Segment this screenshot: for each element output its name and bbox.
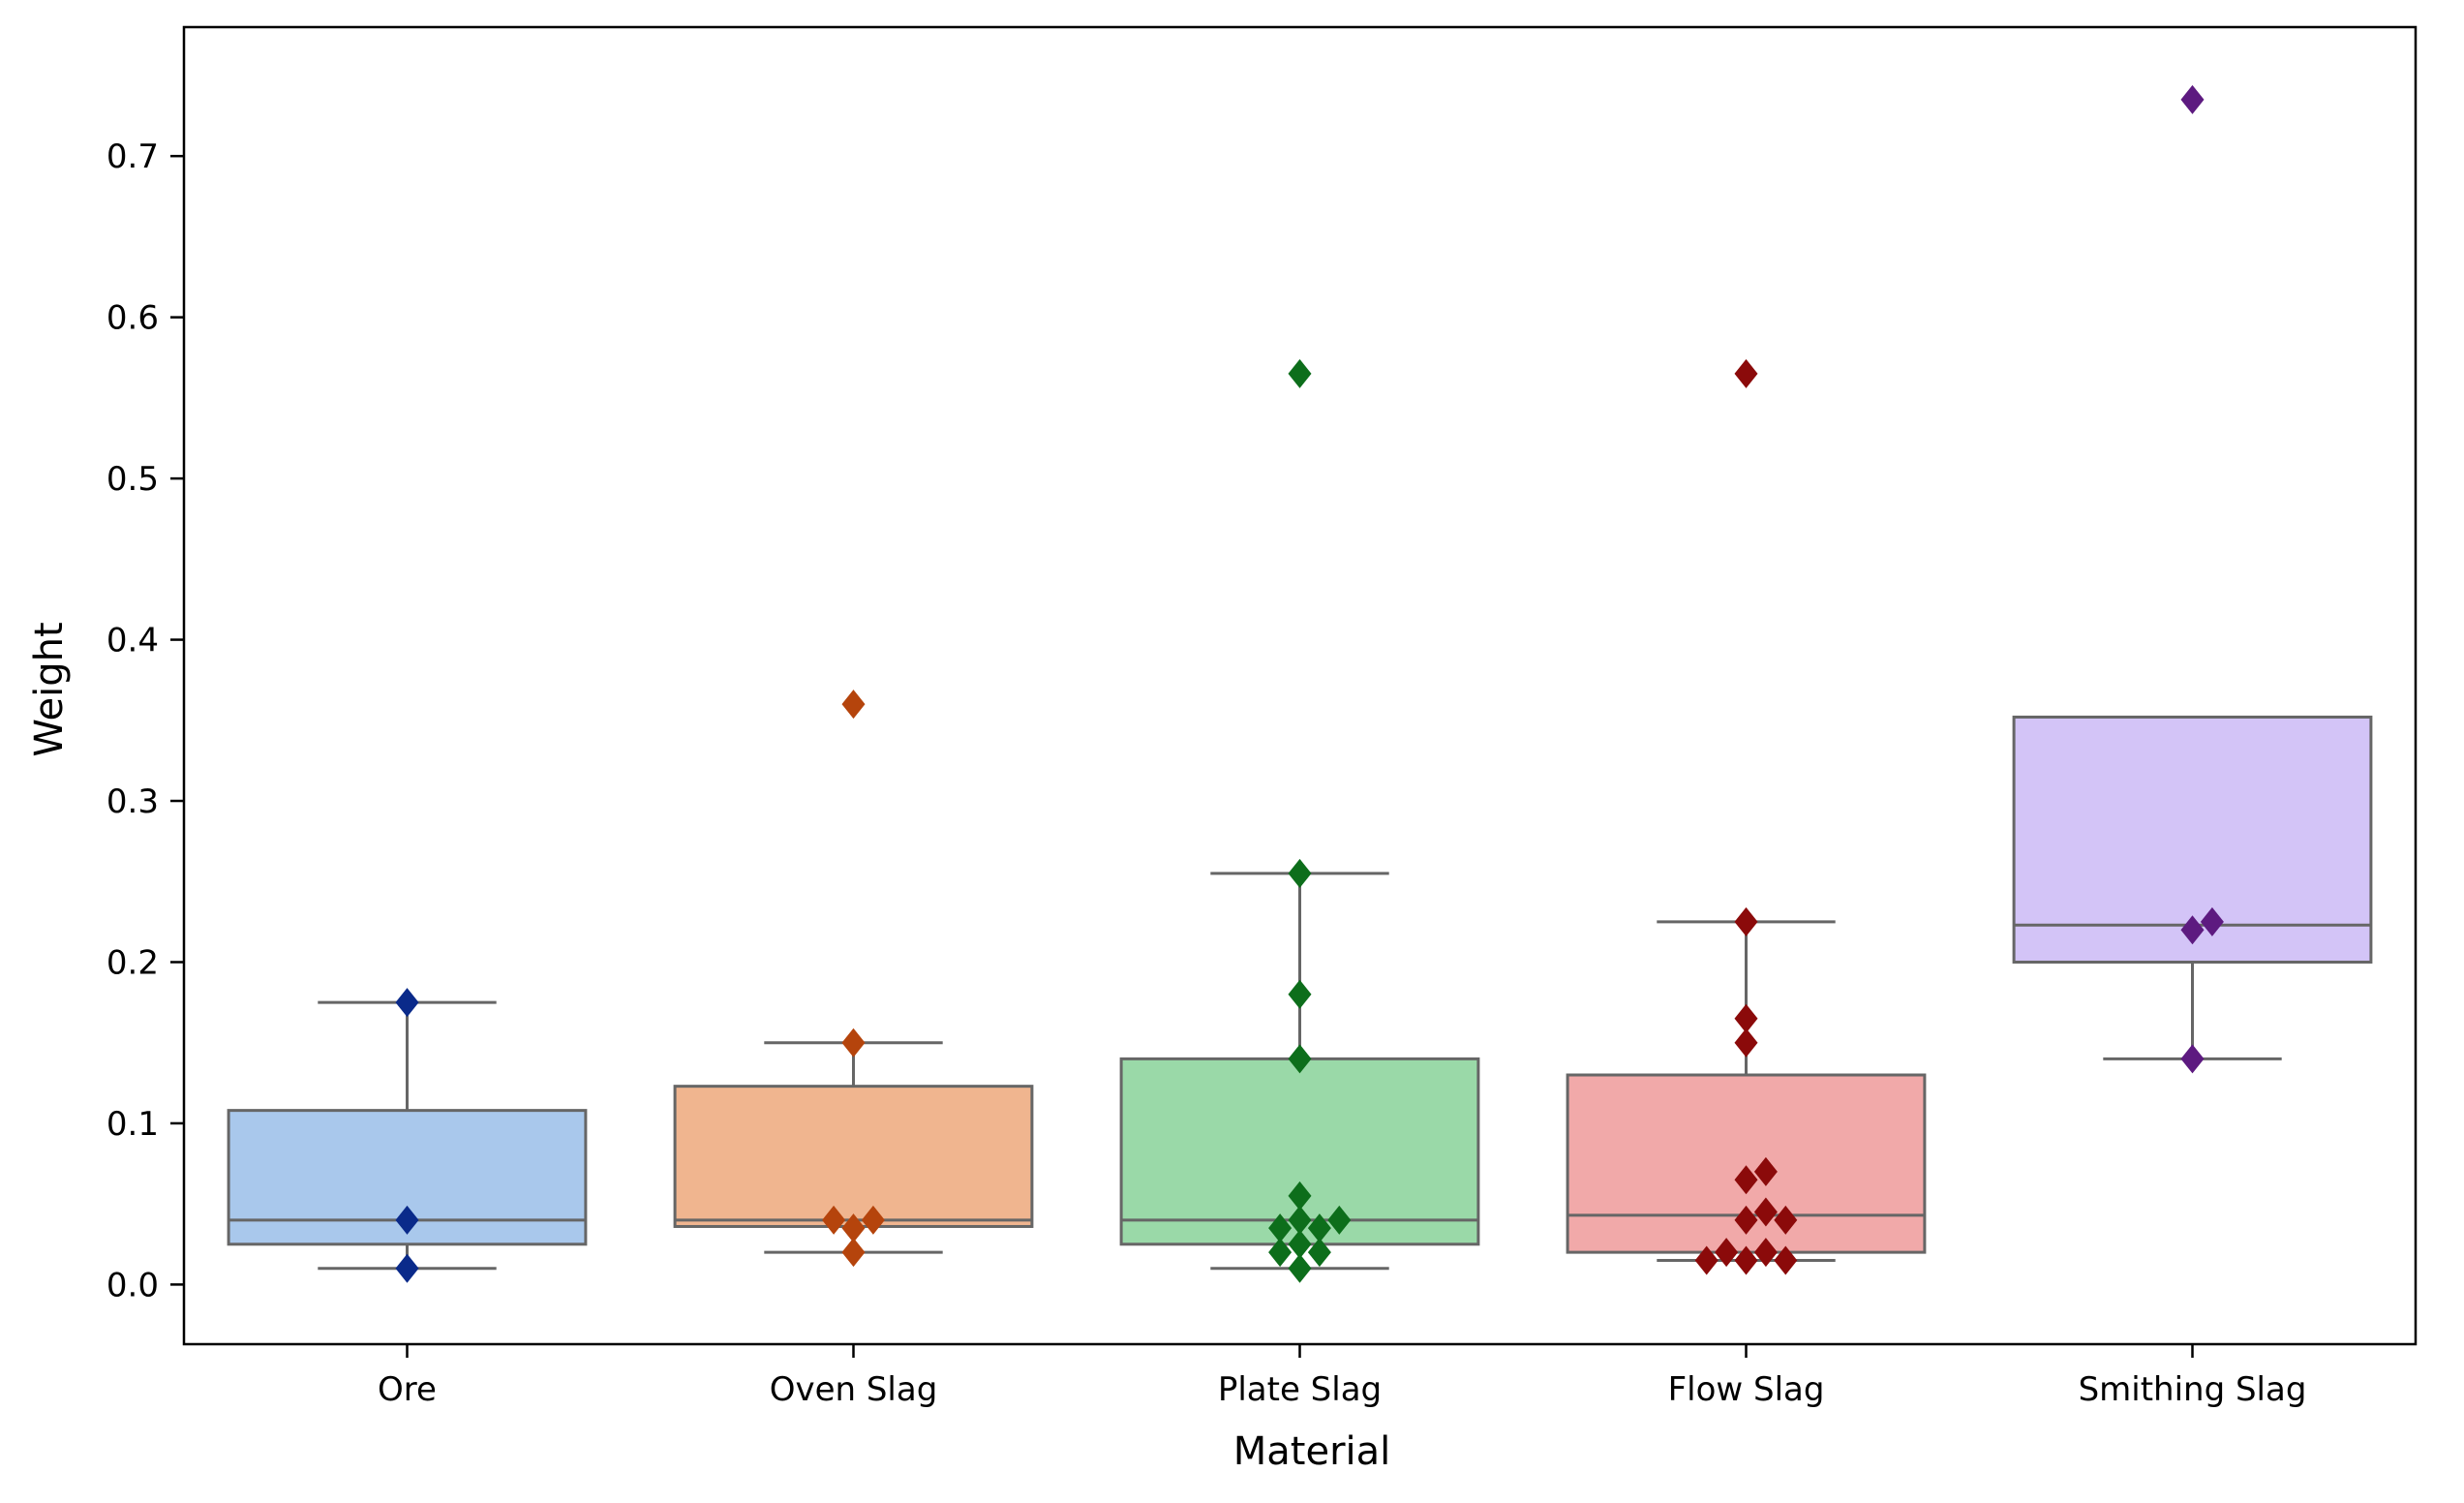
axes: 0.0 0.1 0.2 0.3 0.4 0.5 0.6 0.7 Ore Oven Slag Plat… (106, 25, 2418, 1409)
data-point (2180, 915, 2205, 945)
y-tick-label: 0.0 (106, 1266, 159, 1304)
y-tick-label: 0.7 (106, 138, 159, 176)
x-tick-label: Oven Slag (770, 1370, 938, 1409)
data-point (841, 1213, 866, 1243)
data-point (1327, 1205, 1352, 1235)
points-group-4 (2180, 84, 2224, 1074)
data-point (1288, 858, 1312, 888)
data-point (1288, 1044, 1312, 1074)
y-tick-label: 0.6 (106, 299, 159, 338)
data-point (1774, 1205, 1798, 1235)
data-point (1734, 1003, 1758, 1033)
x-tick-label: Flow Slag (1668, 1370, 1825, 1409)
points-group-3 (1694, 358, 1798, 1275)
data-point (1734, 1245, 1758, 1275)
data-point (1734, 358, 1758, 388)
data-point (841, 690, 866, 720)
data-point (2180, 1044, 2205, 1074)
data-point (1268, 1213, 1293, 1243)
box-oven-slag (673, 1085, 1034, 1228)
data-point (822, 1205, 846, 1235)
data-point (2180, 84, 2205, 114)
x-axis-label: Material (1233, 1429, 1391, 1474)
data-point (1288, 1205, 1312, 1235)
points-group-1 (822, 690, 885, 1268)
y-axis-label: Weight (27, 622, 72, 756)
y-tick-label: 0.3 (106, 782, 159, 821)
data-point (1753, 1238, 1778, 1268)
data-point (1288, 979, 1312, 1009)
data-point (2200, 906, 2224, 936)
points-group-0 (395, 988, 419, 1283)
x-tick-label: Ore (378, 1370, 437, 1409)
data-point (1774, 1245, 1798, 1275)
data-point (1307, 1213, 1331, 1243)
data-point (1734, 1028, 1758, 1058)
points-group-2 (1268, 358, 1352, 1283)
x-tick-label: Plate Slag (1218, 1370, 1382, 1409)
x-tick-label: Smithing Slag (2079, 1370, 2307, 1409)
y-tick-label: 0.1 (106, 1105, 159, 1144)
plot-area (227, 84, 2373, 1283)
data-point (1288, 1253, 1312, 1283)
data-point (1288, 1181, 1312, 1211)
data-point (395, 1253, 419, 1283)
data-point (1307, 1238, 1331, 1268)
data-point (395, 988, 419, 1018)
box-group-4 (2012, 715, 2373, 1060)
data-point (395, 1205, 419, 1235)
data-point (1268, 1238, 1293, 1268)
data-point (841, 1028, 866, 1058)
data-point (1288, 1229, 1312, 1259)
data-point (1753, 1156, 1778, 1186)
data-point (841, 1238, 866, 1268)
data-point (1734, 906, 1758, 936)
data-point (1753, 1197, 1778, 1227)
data-point (1734, 1205, 1758, 1235)
y-tick-label: 0.2 (106, 943, 159, 982)
data-point (1288, 358, 1312, 388)
data-point (1715, 1238, 1739, 1268)
data-point (861, 1205, 885, 1235)
data-point (1694, 1245, 1719, 1275)
y-tick-label: 0.4 (106, 622, 159, 660)
y-tick-label: 0.5 (106, 460, 159, 499)
data-point (1734, 1165, 1758, 1195)
